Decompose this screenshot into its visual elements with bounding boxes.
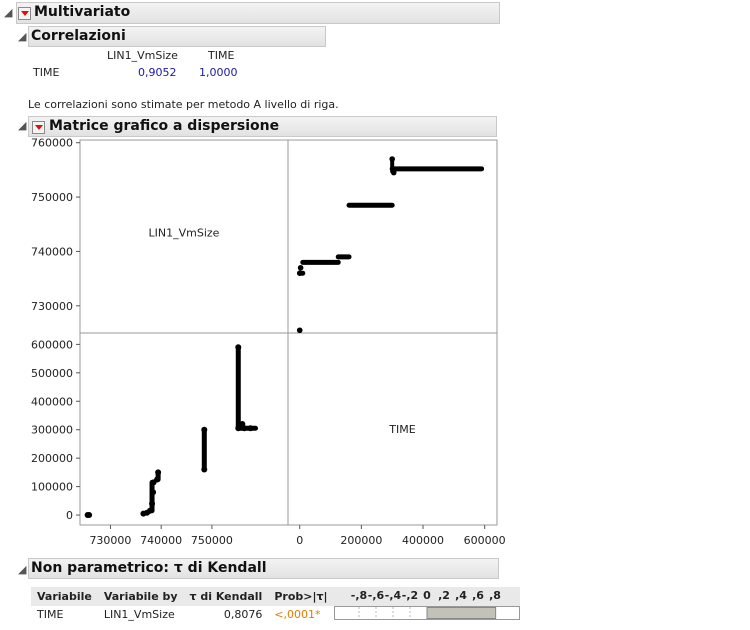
scatter-point — [86, 512, 93, 519]
diag-label-vmsize: LIN1_VmSize — [149, 227, 220, 240]
x-tick-label: 600000 — [464, 534, 506, 547]
kendall-bar-fill — [426, 607, 496, 619]
collapse-triangle-icon[interactable]: ◢ — [18, 30, 27, 43]
kendall-header-row: Variabile Variabile by τ di Kendall Prob… — [31, 587, 520, 606]
kendall-bar-axis: -,8 -,6 -,4 -,2 0 ,2 ,4 ,6 ,8 — [350, 589, 501, 602]
kendall-variable: TIME — [37, 608, 64, 621]
y-tick-label: 760000 — [31, 138, 73, 150]
y-tick-label: 600000 — [31, 338, 73, 351]
y-tick-label: 750000 — [31, 191, 73, 204]
corr-value-1: 0,9052 — [138, 66, 177, 79]
red-menu-icon[interactable] — [18, 7, 31, 20]
collapse-triangle-icon[interactable]: ◢ — [18, 563, 27, 576]
x-tick-label: 740000 — [140, 534, 182, 547]
kendall-col-prob: Prob>|τ| — [268, 587, 334, 606]
scatter-title: Matrice grafico a dispersione — [49, 118, 280, 134]
kendall-bar-tick-label: ,6 — [472, 589, 484, 602]
multivariate-header: Multivariato — [16, 2, 500, 24]
kendall-bar-tick-label: -,6 — [367, 589, 384, 602]
x-tick-label: 750000 — [191, 534, 233, 547]
x-tick-label: 730000 — [89, 534, 131, 547]
scatter-matrix: 760000 750000 740000 730000 600000 500000 4000… — [31, 138, 506, 547]
corr-row-label: TIME — [33, 66, 60, 79]
kendall-bar-tick-label: -,8 — [350, 589, 366, 602]
y-tick-label: 300000 — [31, 424, 73, 437]
diag-label-time: TIME — [388, 423, 415, 436]
collapse-triangle-icon[interactable]: ◢ — [4, 6, 13, 19]
corr-value-2: 1,0000 — [199, 66, 238, 79]
scatter-header: Matrice grafico a dispersione — [28, 116, 497, 137]
kendall-by: LIN1_VmSize — [103, 608, 175, 621]
kendall-prob: <,0001* — [274, 608, 321, 621]
kendall-bar — [333, 606, 520, 620]
x-tick-label: 200000 — [340, 534, 382, 547]
kendall-header: Non parametrico: τ di Kendall — [28, 558, 499, 579]
correlations-title: Correlazioni — [31, 28, 126, 44]
y-tick-label: 0 — [66, 509, 73, 522]
correlations-header: Correlazioni — [28, 26, 326, 47]
corr-note: Le correlazioni sono stimate per metodo … — [28, 98, 339, 111]
kendall-col-tau: τ di Kendall — [183, 587, 269, 606]
x-tick-label: 0 — [296, 534, 303, 547]
corr-col-header-1: LIN1_VmSize — [107, 49, 178, 62]
kendall-col-variable: Variabile — [31, 587, 98, 606]
kendall-bar-tick-label: 0 — [423, 589, 431, 602]
y-tick-label: 400000 — [31, 395, 73, 408]
scatter-point — [297, 264, 304, 271]
collapse-triangle-icon[interactable]: ◢ — [18, 119, 27, 132]
kendall-bar-tick-label: -,2 — [401, 589, 417, 602]
y-tick-label: 200000 — [31, 452, 73, 465]
corr-col-header-2: TIME — [208, 49, 235, 62]
kendall-title: Non parametrico: τ di Kendall — [31, 560, 267, 576]
red-menu-icon[interactable] — [32, 121, 45, 134]
scatter-point — [296, 270, 303, 276]
table-row: TIME LIN1_VmSize 0,8076 <,0001* — [31, 606, 520, 623]
kendall-bar-tick-label: ,2 — [438, 589, 450, 602]
kendall-col-bar: -,8 -,6 -,4 -,2 0 ,2 ,4 ,6 ,8 — [333, 587, 520, 606]
kendall-bar-tick-label: -,4 — [384, 589, 401, 602]
y-tick-label: 500000 — [31, 367, 73, 380]
kendall-bar-cell — [333, 606, 520, 623]
kendall-bar-tick-label: ,8 — [489, 589, 501, 602]
scatter-point — [296, 327, 303, 334]
kendall-bar-tick-label: ,4 — [455, 589, 467, 602]
y-tick-label: 100000 — [31, 481, 73, 494]
y-tick-label: 730000 — [31, 300, 73, 313]
kendall-table: Variabile Variabile by τ di Kendall Prob… — [31, 587, 520, 623]
multivariate-title: Multivariato — [34, 4, 131, 20]
kendall-col-by: Variabile by — [97, 587, 184, 606]
scatter-point — [239, 421, 246, 428]
x-tick-label: 400000 — [402, 534, 444, 547]
kendall-tau: 0,8076 — [223, 608, 263, 621]
y-tick-label: 740000 — [31, 245, 73, 258]
